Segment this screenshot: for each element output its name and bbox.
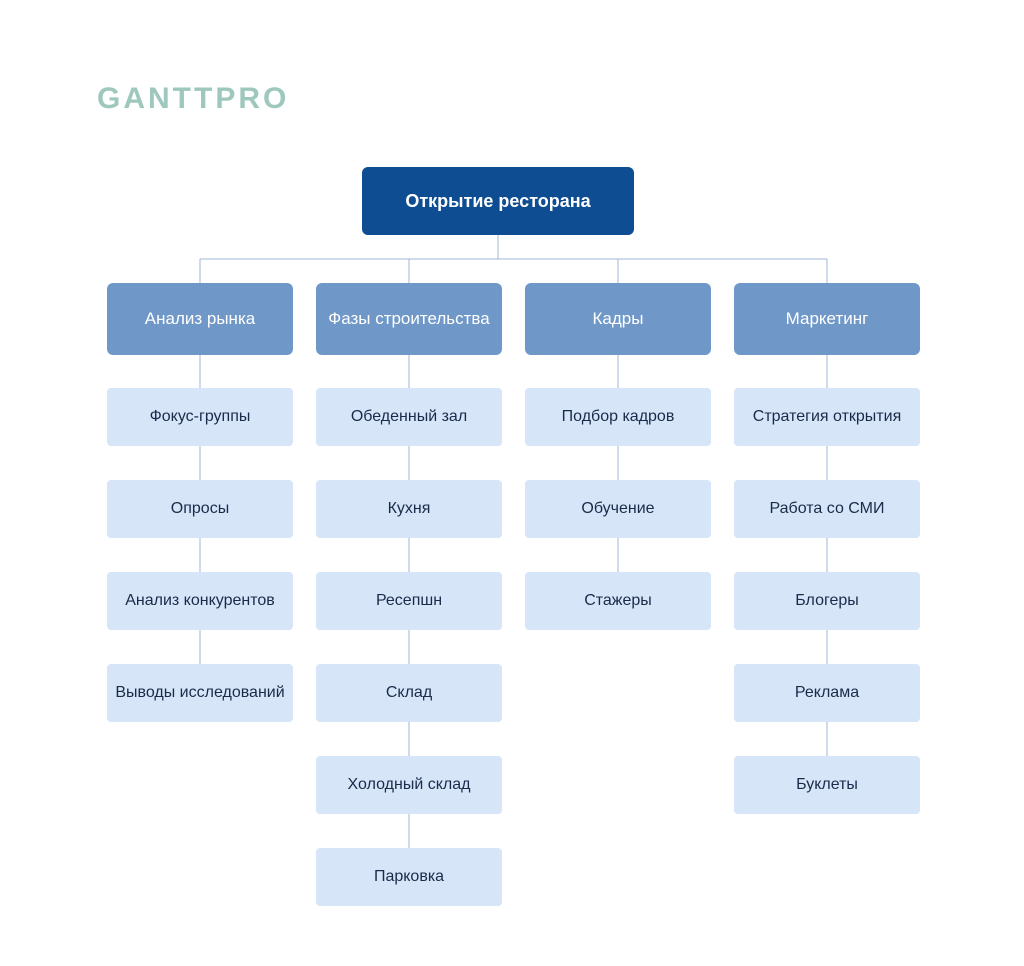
task-node-2-1: Обучение	[525, 480, 711, 538]
category-node-3: Маркетинг	[734, 283, 920, 355]
task-node-1-3-label: Склад	[386, 683, 432, 703]
task-node-3-4-label: Буклеты	[796, 775, 858, 795]
task-node-1-5: Парковка	[316, 848, 502, 906]
task-node-1-3: Склад	[316, 664, 502, 722]
task-node-3-4: Буклеты	[734, 756, 920, 814]
task-node-1-2: Ресепшн	[316, 572, 502, 630]
task-node-2-1-label: Обучение	[581, 499, 654, 519]
category-node-2-label: Кадры	[593, 308, 644, 329]
task-node-3-2-label: Блогеры	[795, 591, 859, 611]
task-node-0-2: Анализ конкурентов	[107, 572, 293, 630]
task-node-3-2: Блогеры	[734, 572, 920, 630]
task-node-0-3: Выводы исследований	[107, 664, 293, 722]
task-node-0-0: Фокус-группы	[107, 388, 293, 446]
task-node-3-3: Реклама	[734, 664, 920, 722]
task-node-0-0-label: Фокус-группы	[150, 407, 251, 427]
task-node-1-0-label: Обеденный зал	[351, 407, 467, 427]
task-node-1-2-label: Ресепшн	[376, 591, 442, 611]
task-node-0-1-label: Опросы	[171, 499, 229, 519]
task-node-1-1: Кухня	[316, 480, 502, 538]
task-node-0-3-label: Выводы исследований	[115, 683, 284, 703]
task-node-3-3-label: Реклама	[795, 683, 859, 703]
task-node-1-4-label: Холодный склад	[348, 775, 471, 795]
category-node-1-label: Фазы строительства	[328, 308, 489, 329]
category-node-0-label: Анализ рынка	[145, 308, 255, 329]
task-node-2-0: Подбор кадров	[525, 388, 711, 446]
root-node-label: Открытие ресторана	[405, 191, 590, 212]
task-node-2-2-label: Стажеры	[584, 591, 652, 611]
category-node-2: Кадры	[525, 283, 711, 355]
task-node-1-1-label: Кухня	[388, 499, 431, 519]
task-node-2-2: Стажеры	[525, 572, 711, 630]
task-node-3-0: Стратегия открытия	[734, 388, 920, 446]
category-node-1: Фазы строительства	[316, 283, 502, 355]
category-node-0: Анализ рынка	[107, 283, 293, 355]
category-node-3-label: Маркетинг	[786, 308, 869, 329]
task-node-1-4: Холодный склад	[316, 756, 502, 814]
task-node-1-5-label: Парковка	[374, 867, 444, 887]
task-node-2-0-label: Подбор кадров	[562, 407, 675, 427]
task-node-1-0: Обеденный зал	[316, 388, 502, 446]
org-chart-canvas: GANTTPRO Открытие ресторана Анализ рынка Ф…	[0, 0, 1024, 966]
task-node-3-1: Работа со СМИ	[734, 480, 920, 538]
logo-text: GANTTPRO	[97, 82, 289, 116]
task-node-0-1: Опросы	[107, 480, 293, 538]
task-node-3-1-label: Работа со СМИ	[770, 499, 885, 519]
task-node-0-2-label: Анализ конкурентов	[125, 591, 275, 611]
task-node-3-0-label: Стратегия открытия	[753, 407, 901, 427]
root-node: Открытие ресторана	[362, 167, 634, 235]
